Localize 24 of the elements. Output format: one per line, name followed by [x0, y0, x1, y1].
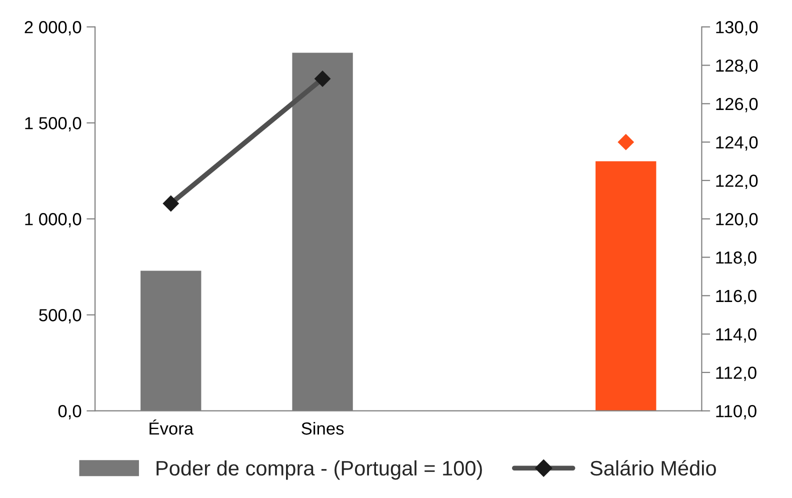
y2-tick-label: 124,0	[716, 136, 758, 151]
y-tick-label: 0,0	[58, 405, 82, 420]
y2-tick-label: 114,0	[716, 328, 756, 343]
y2-tick-label: 130,0	[716, 21, 758, 36]
y-tick-label: 1 000,0	[25, 213, 82, 228]
y2-tick-label: 118,0	[716, 251, 756, 266]
legend-label: Salário Médio	[590, 460, 716, 476]
point	[314, 70, 331, 87]
point	[162, 195, 180, 212]
y2-tick-label: 120,0	[716, 213, 758, 228]
y2-tick-label: 110,0	[716, 405, 756, 420]
y2-tick-label: 116,0	[716, 290, 756, 304]
y2-tick-label: 122,0	[716, 174, 758, 189]
legend-label: Poder de compra - (Portugal = 100)	[156, 460, 482, 480]
point	[618, 134, 634, 150]
y-tick-label: 2 000,0	[24, 21, 82, 36]
y2-tick-label: 126,0	[716, 98, 758, 112]
x-tick-label: Sines	[302, 422, 344, 435]
x-tick-label: Évora	[150, 419, 194, 435]
y-tick-label: 1 500,0	[25, 117, 82, 132]
bar	[596, 161, 656, 411]
y2-tick-label: 112,0	[716, 366, 756, 381]
y2-tick-label: 128,0	[716, 59, 758, 74]
y-tick-label: 500,0	[39, 309, 82, 324]
